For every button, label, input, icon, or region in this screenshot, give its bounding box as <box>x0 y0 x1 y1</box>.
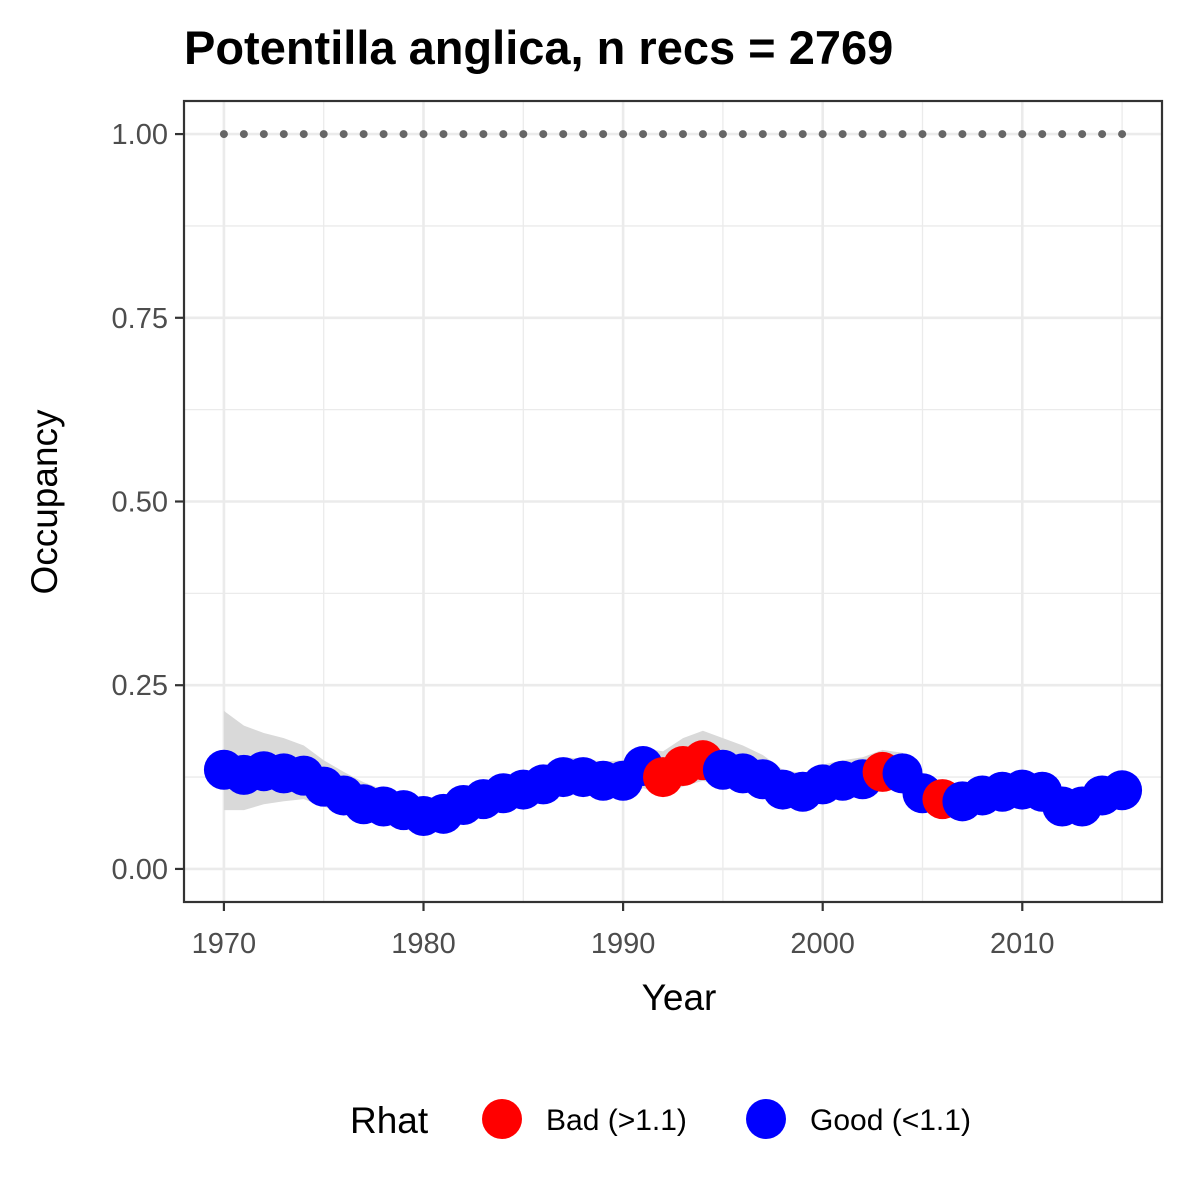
reference-dot <box>339 130 348 139</box>
reference-dot <box>1078 130 1087 139</box>
reference-dot <box>718 130 727 139</box>
reference-dot <box>499 130 508 139</box>
y-axis-title: Occupancy <box>24 409 65 595</box>
reference-dot <box>559 130 568 139</box>
reference-dot <box>579 130 588 139</box>
reference-dot <box>818 130 827 139</box>
y-axis: 0.00 0.25 0.50 0.75 1.00 <box>112 119 184 886</box>
legend-key-bad <box>482 1099 522 1139</box>
reference-dot <box>778 130 787 139</box>
reference-dot <box>918 130 927 139</box>
legend-key-good <box>746 1099 786 1139</box>
reference-dot <box>599 130 608 139</box>
y-tick-label: 0.50 <box>112 487 168 519</box>
reference-dot <box>219 130 228 139</box>
reference-dot <box>619 130 628 139</box>
reference-dot <box>938 130 947 139</box>
reference-dot <box>459 130 468 139</box>
y-tick-label: 0.25 <box>112 670 168 702</box>
point-2015 <box>1102 770 1143 811</box>
reference-dot <box>858 130 867 139</box>
reference-dot <box>659 130 668 139</box>
y-tick-label: 1.00 <box>112 119 168 151</box>
reference-dot <box>698 130 707 139</box>
x-tick-label: 1970 <box>192 928 257 960</box>
reference-dot <box>758 130 767 139</box>
data-points <box>203 740 1143 837</box>
reference-dot <box>838 130 847 139</box>
reference-dot <box>539 130 548 139</box>
reference-dot <box>279 130 288 139</box>
x-tick-label: 1990 <box>591 928 656 960</box>
reference-dot <box>978 130 987 139</box>
reference-line-dotted <box>219 130 1127 139</box>
x-axis-title: Year <box>642 977 717 1018</box>
reference-dot <box>379 130 388 139</box>
reference-dot <box>1118 130 1127 139</box>
reference-dot <box>798 130 807 139</box>
reference-dot <box>1058 130 1067 139</box>
legend-label-bad: Bad (>1.1) <box>546 1104 687 1137</box>
y-tick-label: 0.00 <box>112 854 168 886</box>
reference-dot <box>399 130 408 139</box>
reference-dot <box>1018 130 1027 139</box>
reference-dot <box>519 130 528 139</box>
reference-dot <box>898 130 907 139</box>
reference-dot <box>319 130 328 139</box>
reference-dot <box>299 130 308 139</box>
x-tick-label: 2000 <box>790 928 855 960</box>
reference-dot <box>998 130 1007 139</box>
reference-dot <box>678 130 687 139</box>
reference-dot <box>878 130 887 139</box>
reference-dot <box>239 130 248 139</box>
y-tick-label: 0.75 <box>112 303 168 335</box>
reference-dot <box>439 130 448 139</box>
legend-label-good: Good (<1.1) <box>810 1104 971 1137</box>
reference-dot <box>639 130 648 139</box>
legend: Rhat Bad (>1.1) Good (<1.1) <box>350 1099 971 1141</box>
reference-dot <box>259 130 268 139</box>
reference-dot <box>359 130 368 139</box>
x-tick-label: 1980 <box>391 928 456 960</box>
reference-dot <box>1098 130 1107 139</box>
x-axis: 1970 1980 1990 2000 2010 <box>192 902 1055 960</box>
x-tick-label: 2010 <box>990 928 1055 960</box>
reference-dot <box>479 130 488 139</box>
reference-dot <box>958 130 967 139</box>
grid-major <box>184 101 1162 902</box>
reference-dot <box>419 130 428 139</box>
reference-dot <box>738 130 747 139</box>
legend-title: Rhat <box>350 1100 429 1141</box>
chart-title: Potentilla anglica, n recs = 2769 <box>184 21 893 74</box>
reference-dot <box>1038 130 1047 139</box>
